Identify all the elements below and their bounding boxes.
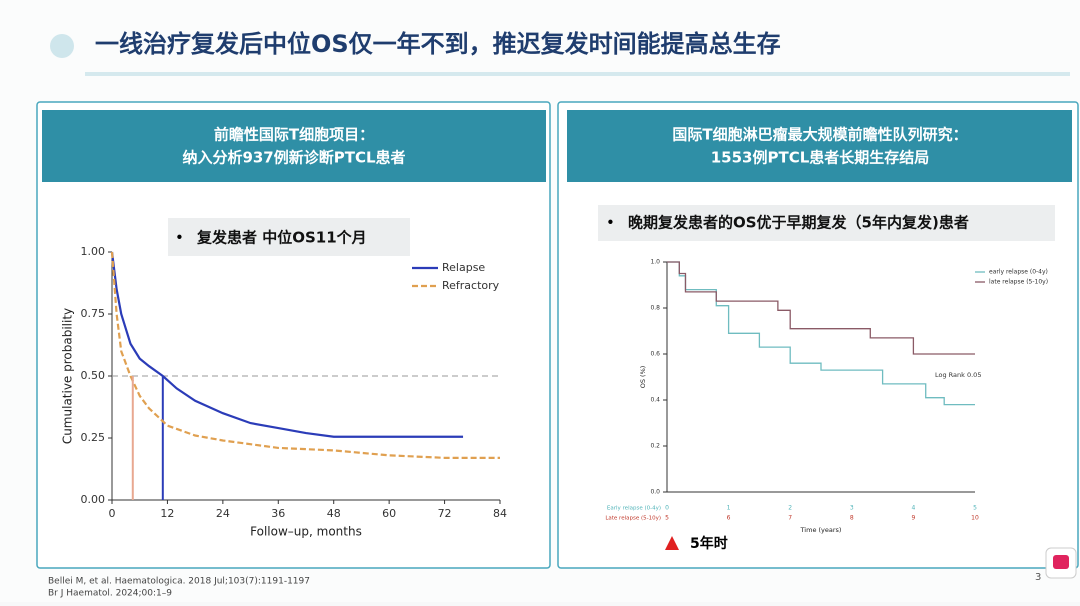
app-icon [1053, 555, 1069, 569]
x-tick-label: 0 [109, 507, 116, 520]
tick-row-label: Early relapse (0-4y) [607, 506, 661, 512]
title-rule [85, 72, 1070, 76]
survival-curve [667, 261, 975, 355]
slide-title: 一线治疗复发后中位OS仅一年不到，推迟复发时间能提高总生存 [95, 30, 781, 58]
x-tick-label: 1 [727, 505, 731, 512]
callout-box [598, 205, 1055, 241]
x-tick-label: 2 [788, 505, 792, 512]
y-tick-label: 0.50 [81, 369, 106, 382]
x-axis-label: Time (years) [800, 526, 842, 534]
x-axis-label: Follow–up, months [250, 525, 362, 539]
reference: Br J Haematol. 2024;00:1–9 [48, 589, 172, 599]
x-tick-label: 4 [911, 505, 915, 512]
page-number: 3 [1035, 572, 1041, 583]
x-tick-label: 9 [911, 515, 915, 522]
tick-row-label: Late relapse (5-10y) [605, 516, 661, 522]
survival-curve [110, 251, 500, 459]
left-header [42, 110, 546, 182]
x-tick-label: 5 [665, 515, 669, 522]
x-tick-label: 12 [160, 507, 174, 520]
y-tick-label: 0.4 [650, 397, 660, 404]
x-tick-label: 7 [788, 515, 792, 522]
y-tick-label: 0.8 [650, 305, 660, 312]
y-tick-label: 0.0 [650, 489, 660, 496]
header-text: 前瞻性国际T细胞项目： [214, 126, 374, 144]
reference: Bellei M, et al. Haematologica. 2018 Jul… [48, 577, 310, 587]
y-tick-label: 0.75 [81, 307, 106, 320]
y-tick-label: 0.6 [650, 351, 660, 358]
x-tick-label: 0 [665, 505, 669, 512]
annotation: Log Rank 0.05 [935, 371, 981, 379]
legend-label: late relapse (5-10y) [989, 279, 1048, 286]
x-tick-label: 3 [850, 505, 854, 512]
callout: 复发患者 中位OS11个月 [196, 229, 367, 247]
bullet: • [606, 214, 615, 232]
x-tick-label: 84 [493, 507, 507, 520]
legend-label: Relapse [442, 261, 485, 274]
header-text: 1553例PTCL患者长期生存结局 [711, 149, 930, 167]
legend-label: Refractory [442, 279, 500, 292]
x-tick-label: 6 [727, 515, 731, 522]
y-tick-label: 0.2 [650, 443, 660, 450]
y-axis-label: OS (%) [639, 366, 647, 389]
y-tick-label: 1.00 [81, 245, 106, 258]
x-tick-label: 8 [850, 515, 854, 522]
x-tick-label: 24 [216, 507, 230, 520]
y-tick-label: 1.0 [650, 259, 660, 266]
x-tick-label: 72 [438, 507, 452, 520]
note: 5年时 [690, 535, 728, 552]
y-axis-label: Cumulative probability [61, 308, 75, 444]
x-tick-label: 36 [271, 507, 285, 520]
bullet: • [175, 229, 184, 247]
callout-box [168, 218, 410, 256]
x-tick-label: 10 [971, 515, 979, 522]
x-tick-label: 48 [327, 507, 341, 520]
x-tick-label: 60 [382, 507, 396, 520]
left-panel [36, 101, 551, 569]
decor [50, 34, 74, 58]
y-tick-label: 0.25 [81, 431, 106, 444]
legend-label: early relapse (0-4y) [989, 269, 1048, 276]
callout: 晚期复发患者的OS优于早期复发（5年内复发)患者 [628, 214, 969, 232]
marker-triangle [665, 536, 679, 550]
survival-curve [110, 251, 464, 438]
y-tick-label: 0.00 [81, 493, 106, 506]
header-text: 国际T细胞淋巴瘤最大规模前瞻性队列研究： [672, 126, 967, 144]
right-header [567, 110, 1072, 182]
x-tick-label: 5 [973, 505, 977, 512]
header-text: 纳入分析937例新诊断PTCL患者 [182, 149, 405, 167]
